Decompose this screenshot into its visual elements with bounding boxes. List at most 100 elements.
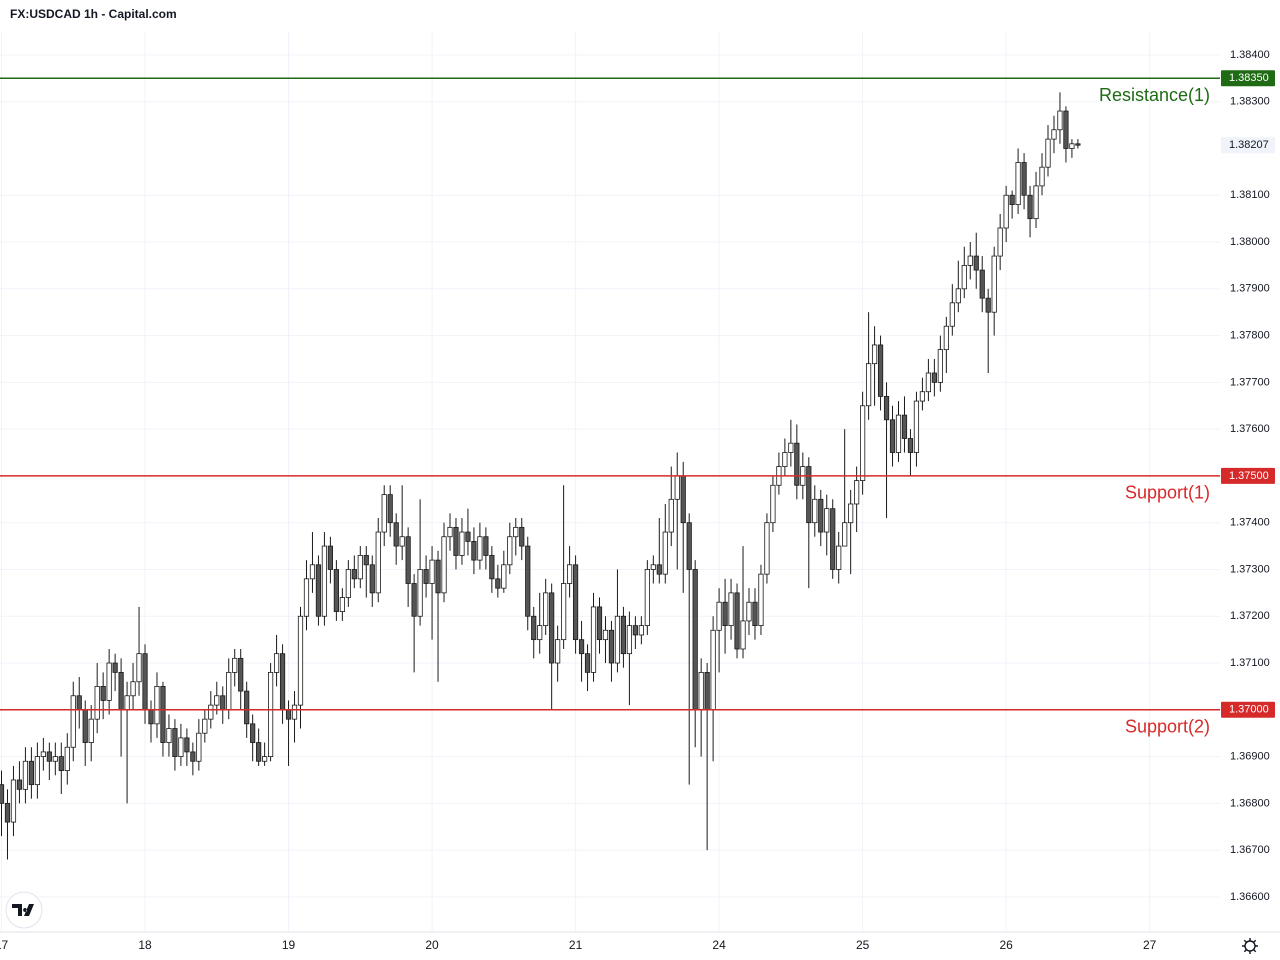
candle-body bbox=[674, 475, 680, 500]
candle-body bbox=[46, 751, 52, 762]
last-price-box bbox=[1221, 137, 1275, 154]
level-name: Support(1) bbox=[1125, 483, 1210, 503]
candle-body bbox=[285, 709, 292, 720]
candle-body bbox=[1003, 194, 1009, 229]
candle-body bbox=[154, 686, 160, 725]
candle-body bbox=[363, 555, 369, 566]
x-tick-label: 20 bbox=[425, 938, 439, 952]
candle-body bbox=[997, 227, 1003, 257]
candle-body bbox=[668, 498, 674, 533]
candle-body bbox=[1063, 110, 1069, 149]
candle-body bbox=[1027, 194, 1033, 220]
candle-body bbox=[0, 784, 5, 804]
candle-body bbox=[812, 498, 818, 524]
x-tick-label: 26 bbox=[999, 938, 1013, 952]
candle-body bbox=[590, 606, 597, 673]
candle-body bbox=[1045, 138, 1051, 168]
candle-body bbox=[614, 615, 621, 664]
y-tick-label: 1.37300 bbox=[1230, 563, 1270, 575]
y-tick-label: 1.36700 bbox=[1230, 844, 1270, 856]
last-price-label: 1.38207 bbox=[1229, 139, 1269, 151]
y-tick-label: 1.36900 bbox=[1230, 750, 1270, 762]
candle-body bbox=[567, 564, 573, 584]
candle-body bbox=[537, 625, 543, 641]
candle-body bbox=[901, 414, 908, 439]
candle-body bbox=[913, 400, 920, 453]
candle-body bbox=[889, 419, 896, 453]
level-label-box bbox=[1221, 467, 1275, 484]
candle-body bbox=[453, 526, 459, 556]
candle-body bbox=[214, 695, 220, 706]
candle-body bbox=[602, 629, 609, 641]
candle-body bbox=[226, 671, 232, 711]
candle-body bbox=[860, 405, 866, 481]
candle-body bbox=[770, 484, 776, 524]
candle-body bbox=[991, 255, 997, 313]
candle-body bbox=[166, 728, 172, 743]
candle-body bbox=[728, 592, 734, 627]
candle-body bbox=[58, 756, 64, 772]
candle-body bbox=[262, 756, 268, 762]
candle-body bbox=[1033, 185, 1039, 220]
candle-body bbox=[1069, 143, 1075, 149]
grid bbox=[0, 32, 1220, 932]
candle-body bbox=[309, 564, 316, 580]
candle-body bbox=[76, 695, 82, 711]
y-tick-label: 1.36800 bbox=[1230, 797, 1270, 809]
candle-body bbox=[764, 522, 770, 575]
level-label-box bbox=[1221, 70, 1275, 87]
candle-body bbox=[417, 569, 423, 617]
candle-body bbox=[142, 653, 148, 711]
candle-body bbox=[1075, 143, 1081, 146]
candle-body bbox=[327, 545, 334, 570]
candle-body bbox=[471, 541, 477, 561]
candle-body bbox=[411, 583, 417, 617]
candle-body bbox=[925, 372, 932, 393]
candle-body bbox=[82, 709, 88, 743]
candle-body bbox=[321, 545, 328, 617]
candle-body bbox=[238, 657, 244, 692]
candle-body bbox=[806, 466, 812, 524]
x-tick-label: 18 bbox=[138, 938, 152, 952]
candle-body bbox=[220, 695, 226, 711]
candle-body bbox=[746, 601, 752, 622]
candle-body bbox=[698, 671, 704, 711]
candle-body bbox=[824, 508, 830, 533]
candle-body bbox=[28, 760, 35, 786]
level-name: Support(2) bbox=[1125, 717, 1210, 737]
candle-body bbox=[531, 615, 537, 641]
candle-body bbox=[40, 751, 46, 757]
candle-body bbox=[961, 265, 967, 290]
candle-body bbox=[208, 704, 214, 720]
candle-body bbox=[118, 671, 124, 711]
candle-body bbox=[973, 255, 979, 271]
candle-body bbox=[578, 639, 585, 655]
candle-body bbox=[656, 564, 662, 575]
candle-body bbox=[854, 480, 860, 505]
candle-body bbox=[172, 728, 178, 757]
candle-body bbox=[136, 653, 142, 683]
candle-body bbox=[788, 442, 794, 453]
candle-body bbox=[495, 578, 501, 589]
candle-body bbox=[561, 583, 567, 641]
y-tick-label: 1.37700 bbox=[1230, 376, 1270, 388]
chart-title: FX:USDCAD 1h - Capital.com bbox=[10, 7, 177, 21]
settings-icon[interactable] bbox=[1242, 938, 1258, 954]
candle-body bbox=[955, 288, 961, 304]
level-name: Resistance(1) bbox=[1099, 85, 1210, 105]
candle-body bbox=[907, 438, 914, 453]
candle-body bbox=[351, 569, 357, 580]
candle-body bbox=[1015, 162, 1021, 206]
candle-body bbox=[836, 545, 842, 570]
candle-body bbox=[345, 569, 351, 598]
candle-body bbox=[429, 559, 435, 584]
candle-body bbox=[489, 555, 495, 580]
candle-body bbox=[1039, 166, 1045, 187]
candle-body bbox=[70, 695, 76, 748]
level-label: 1.38350 bbox=[1229, 72, 1269, 84]
candle-body bbox=[369, 564, 375, 594]
candle-body bbox=[202, 718, 208, 734]
candle-body bbox=[620, 615, 627, 655]
candle-body bbox=[297, 615, 304, 706]
